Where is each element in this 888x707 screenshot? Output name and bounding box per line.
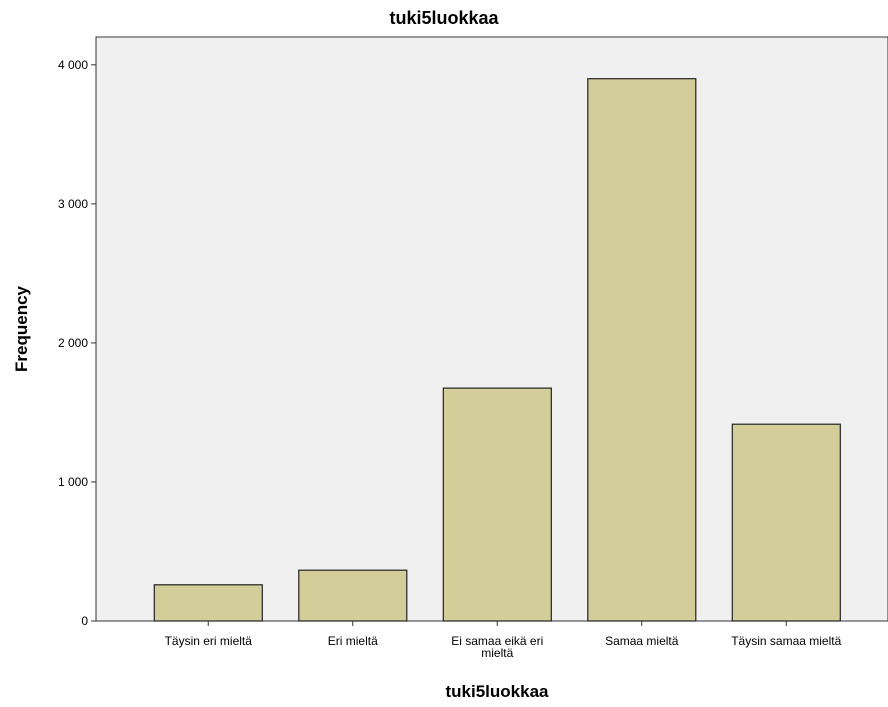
- bars-layer: [153, 78, 841, 622]
- bar-3: [442, 387, 552, 622]
- y-tick-label: 1 000: [58, 475, 88, 489]
- bar-5: [731, 423, 841, 622]
- chart-title: tuki5luokkaa: [389, 8, 499, 28]
- y-tick-label: 3 000: [58, 197, 88, 211]
- y-tick-label: 2 000: [58, 336, 88, 350]
- bar-1: [153, 584, 263, 622]
- bar-2: [298, 569, 408, 622]
- y-axis-title: Frequency: [12, 285, 31, 372]
- y-tick-label: 0: [81, 614, 88, 628]
- x-axis: Täysin eri mieltä Eri mieltä Ei samaa eikä…: [165, 621, 842, 660]
- x-axis-title: tuki5luokkaa: [446, 682, 550, 701]
- x-category-label: Ei samaa eikä eri mieltä: [451, 634, 543, 660]
- y-axis: 0 1 000 2 000 3 000 4 000: [58, 58, 96, 628]
- y-tick-label: 4 000: [58, 58, 88, 72]
- x-category-label: Samaa mieltä: [605, 634, 679, 648]
- x-category-label: Täysin eri mieltä: [165, 634, 253, 648]
- bar-4: [587, 78, 697, 622]
- x-category-label: Eri mieltä: [328, 634, 378, 648]
- x-category-label: Täysin samaa mieltä: [731, 634, 841, 648]
